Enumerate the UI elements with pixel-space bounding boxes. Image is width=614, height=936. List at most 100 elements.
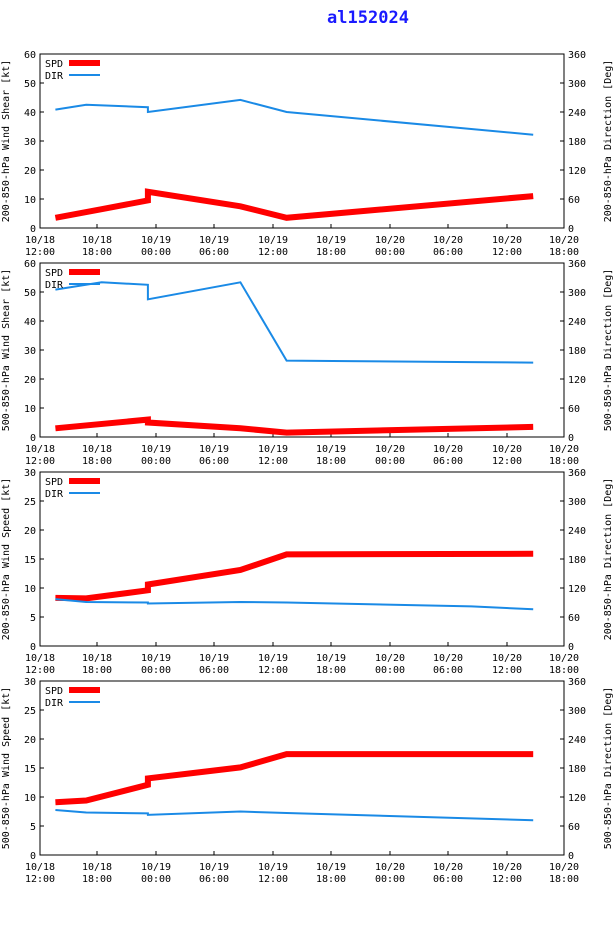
x-tick-label-time: 06:00: [433, 247, 463, 258]
right-tick-label: 240: [568, 526, 586, 537]
x-tick-label-time: 12:00: [258, 874, 288, 885]
x-tick-label-date: 10/18: [82, 653, 112, 664]
left-tick-label: 40: [24, 317, 36, 328]
left-tick-label: 0: [30, 851, 36, 862]
series-line-dir: [55, 98, 534, 136]
x-tick-label-date: 10/19: [316, 444, 346, 455]
x-tick-label-date: 10/19: [141, 653, 171, 664]
left-tick-label: 20: [24, 526, 36, 537]
y-axis-label-right: 500-850-hPa Direction [Deg]: [603, 269, 614, 432]
x-tick-label-time: 12:00: [25, 456, 55, 467]
x-tick-label-time: 18:00: [316, 247, 346, 258]
x-tick-label-time: 00:00: [141, 247, 171, 258]
right-tick-label: 300: [568, 288, 586, 299]
right-tick-label: 120: [568, 584, 586, 595]
left-tick-label: 30: [24, 137, 36, 148]
right-tick-label: 300: [568, 79, 586, 90]
x-tick-label-time: 06:00: [199, 665, 229, 676]
x-tick-label-date: 10/18: [25, 444, 55, 455]
series-line-spd: [55, 751, 534, 806]
legend-label-dir: DIR: [45, 280, 64, 291]
x-tick-label-date: 10/18: [82, 862, 112, 873]
right-tick-label: 360: [568, 468, 586, 479]
left-tick-label: 60: [24, 50, 36, 61]
legend-label-dir: DIR: [45, 698, 64, 709]
left-tick-label: 20: [24, 735, 36, 746]
left-tick-label: 10: [24, 195, 36, 206]
x-tick-label-time: 18:00: [316, 456, 346, 467]
x-tick-label-date: 10/20: [375, 444, 405, 455]
x-tick-label-date: 10/19: [258, 653, 288, 664]
x-tick-label-date: 10/19: [199, 653, 229, 664]
x-tick-label-date: 10/20: [549, 653, 579, 664]
y-axis-label-left: 500-850-hPa Wind Speed [kt]: [1, 687, 12, 850]
x-tick-label-date: 10/19: [141, 444, 171, 455]
series-line-dir: [55, 598, 534, 611]
x-tick-label-time: 12:00: [492, 247, 522, 258]
x-tick-label-time: 18:00: [316, 874, 346, 885]
x-tick-label-date: 10/19: [258, 235, 288, 246]
right-tick-label: 0: [568, 433, 574, 444]
x-tick-label-time: 18:00: [549, 247, 579, 258]
x-tick-label-time: 06:00: [199, 456, 229, 467]
x-tick-label-time: 12:00: [25, 247, 55, 258]
x-tick-label-time: 06:00: [433, 456, 463, 467]
legend-label-dir: DIR: [45, 489, 64, 500]
left-tick-label: 5: [30, 822, 36, 833]
x-tick-label-time: 12:00: [258, 456, 288, 467]
left-tick-label: 15: [24, 555, 36, 566]
x-tick-label-date: 10/20: [433, 862, 463, 873]
x-tick-label-time: 12:00: [25, 874, 55, 885]
left-tick-label: 30: [24, 346, 36, 357]
x-tick-label-date: 10/18: [82, 235, 112, 246]
y-axis-label-left: 500-850-hPa Wind Shear [kt]: [1, 269, 12, 432]
x-tick-label-time: 18:00: [549, 874, 579, 885]
right-tick-label: 360: [568, 50, 586, 61]
left-tick-label: 15: [24, 764, 36, 775]
x-tick-label-date: 10/20: [549, 235, 579, 246]
series-line-spd: [55, 416, 534, 436]
x-tick-label-time: 06:00: [433, 665, 463, 676]
x-tick-label-date: 10/20: [375, 235, 405, 246]
right-tick-label: 120: [568, 793, 586, 804]
x-tick-label-time: 00:00: [141, 456, 171, 467]
x-tick-label-date: 10/20: [433, 653, 463, 664]
y-axis-label-right: 500-850-hPa Direction [Deg]: [603, 687, 614, 850]
x-tick-label-date: 10/18: [25, 653, 55, 664]
legend-label-spd: SPD: [45, 477, 63, 488]
x-tick-label-date: 10/19: [141, 862, 171, 873]
x-tick-label-time: 12:00: [492, 874, 522, 885]
left-tick-label: 0: [30, 224, 36, 235]
x-tick-label-time: 18:00: [316, 665, 346, 676]
legend-label-spd: SPD: [45, 59, 63, 70]
x-tick-label-date: 10/20: [375, 862, 405, 873]
right-tick-label: 240: [568, 735, 586, 746]
x-tick-label-time: 18:00: [549, 665, 579, 676]
left-tick-label: 10: [24, 404, 36, 415]
plot-frame-4: [39, 680, 565, 856]
x-tick-label-date: 10/20: [492, 235, 522, 246]
plot-frame-3: [39, 471, 565, 647]
y-axis-label-left: 200-850-hPa Wind Speed [kt]: [1, 478, 12, 641]
left-tick-label: 50: [24, 288, 36, 299]
x-tick-label-date: 10/20: [433, 235, 463, 246]
left-tick-label: 10: [24, 584, 36, 595]
x-tick-label-time: 18:00: [82, 665, 112, 676]
x-tick-label-time: 12:00: [492, 456, 522, 467]
right-tick-label: 180: [568, 555, 586, 566]
x-tick-label-date: 10/19: [141, 235, 171, 246]
x-tick-label-time: 00:00: [375, 665, 405, 676]
right-tick-label: 0: [568, 851, 574, 862]
right-tick-label: 60: [568, 822, 580, 833]
right-tick-label: 240: [568, 108, 586, 119]
right-tick-label: 240: [568, 317, 586, 328]
x-tick-label-time: 00:00: [375, 874, 405, 885]
left-tick-label: 10: [24, 793, 36, 804]
left-tick-label: 25: [24, 497, 36, 508]
left-tick-label: 0: [30, 642, 36, 653]
left-tick-label: 25: [24, 706, 36, 717]
x-tick-label-date: 10/19: [199, 235, 229, 246]
x-tick-label-date: 10/20: [549, 862, 579, 873]
legend-label-spd: SPD: [45, 686, 63, 697]
